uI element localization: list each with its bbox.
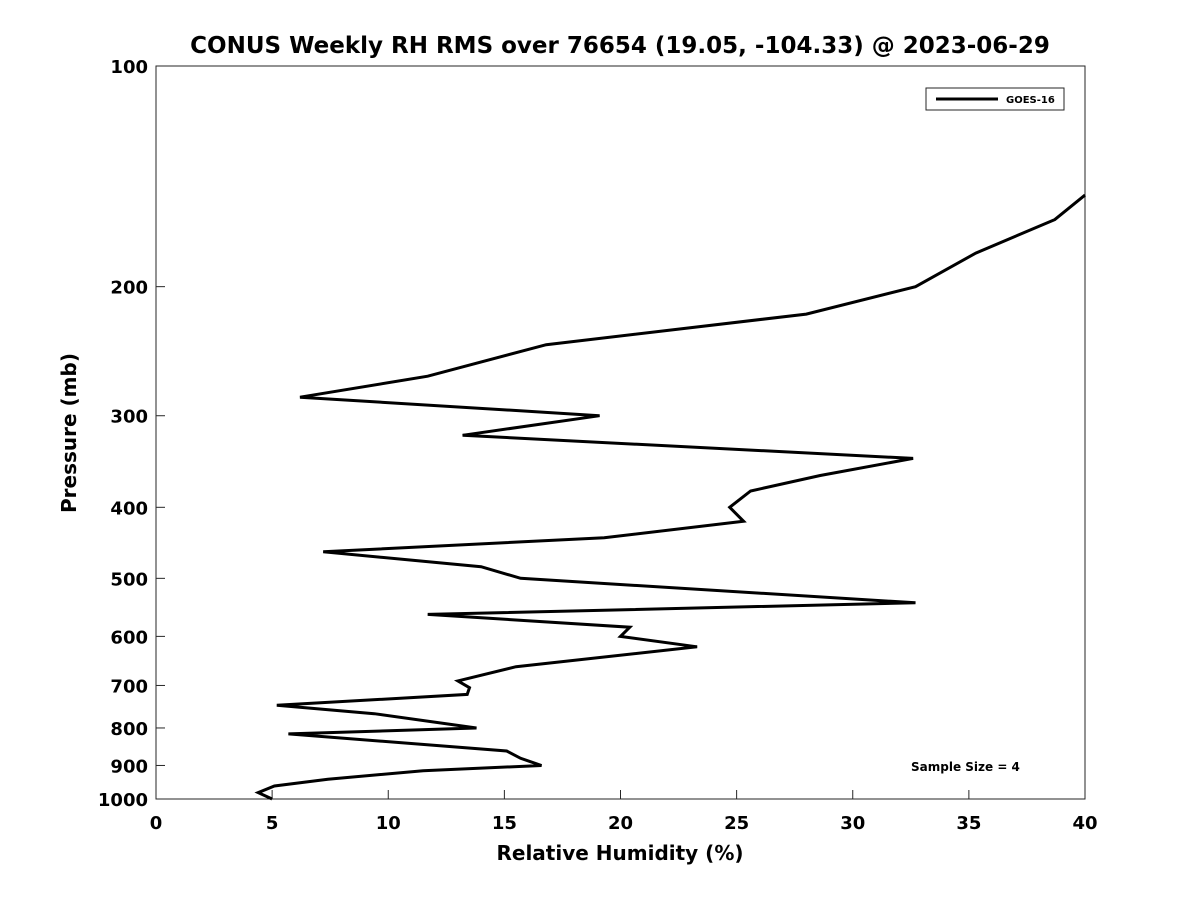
x-tick-label-5: 5 bbox=[266, 813, 279, 834]
chart-title: CONUS Weekly RH RMS over 76654 (19.05, -… bbox=[190, 33, 1050, 59]
y-axis-label: Pressure (mb) bbox=[57, 353, 81, 513]
sample-size-annotation: Sample Size = 4 bbox=[911, 760, 1020, 774]
y-tick-label-100: 100 bbox=[110, 57, 148, 78]
y-tick-label-400: 400 bbox=[110, 498, 148, 519]
x-tick-label-10: 10 bbox=[376, 813, 401, 834]
y-tick-label-700: 700 bbox=[110, 676, 148, 697]
x-tick-label-15: 15 bbox=[492, 813, 517, 834]
y-axis-ticks: 100 200 300 400 500 600 700 800 900 1000 bbox=[98, 57, 165, 811]
x-tick-label-25: 25 bbox=[724, 813, 749, 834]
plot-area bbox=[155, 65, 1086, 800]
x-tick-label-0: 0 bbox=[150, 813, 163, 834]
x-axis-ticks: 0 5 10 15 20 25 30 35 40 bbox=[150, 790, 1098, 834]
legend-label-goes-16: GOES-16 bbox=[1006, 95, 1055, 106]
y-tick-label-800: 800 bbox=[110, 719, 148, 740]
x-tick-label-35: 35 bbox=[956, 813, 981, 834]
x-axis-label: Relative Humidity (%) bbox=[496, 841, 743, 865]
x-tick-label-30: 30 bbox=[840, 813, 865, 834]
y-tick-label-500: 500 bbox=[110, 569, 148, 590]
y-tick-label-1000: 1000 bbox=[98, 790, 148, 811]
x-tick-label-20: 20 bbox=[608, 813, 633, 834]
y-tick-label-900: 900 bbox=[110, 756, 148, 777]
series-line-goes-16 bbox=[254, 193, 1086, 801]
y-tick-label-200: 200 bbox=[110, 278, 148, 299]
legend: GOES-16 bbox=[925, 87, 1065, 111]
y-tick-label-300: 300 bbox=[110, 407, 148, 428]
x-tick-label-40: 40 bbox=[1072, 813, 1097, 834]
y-tick-label-600: 600 bbox=[110, 627, 148, 648]
